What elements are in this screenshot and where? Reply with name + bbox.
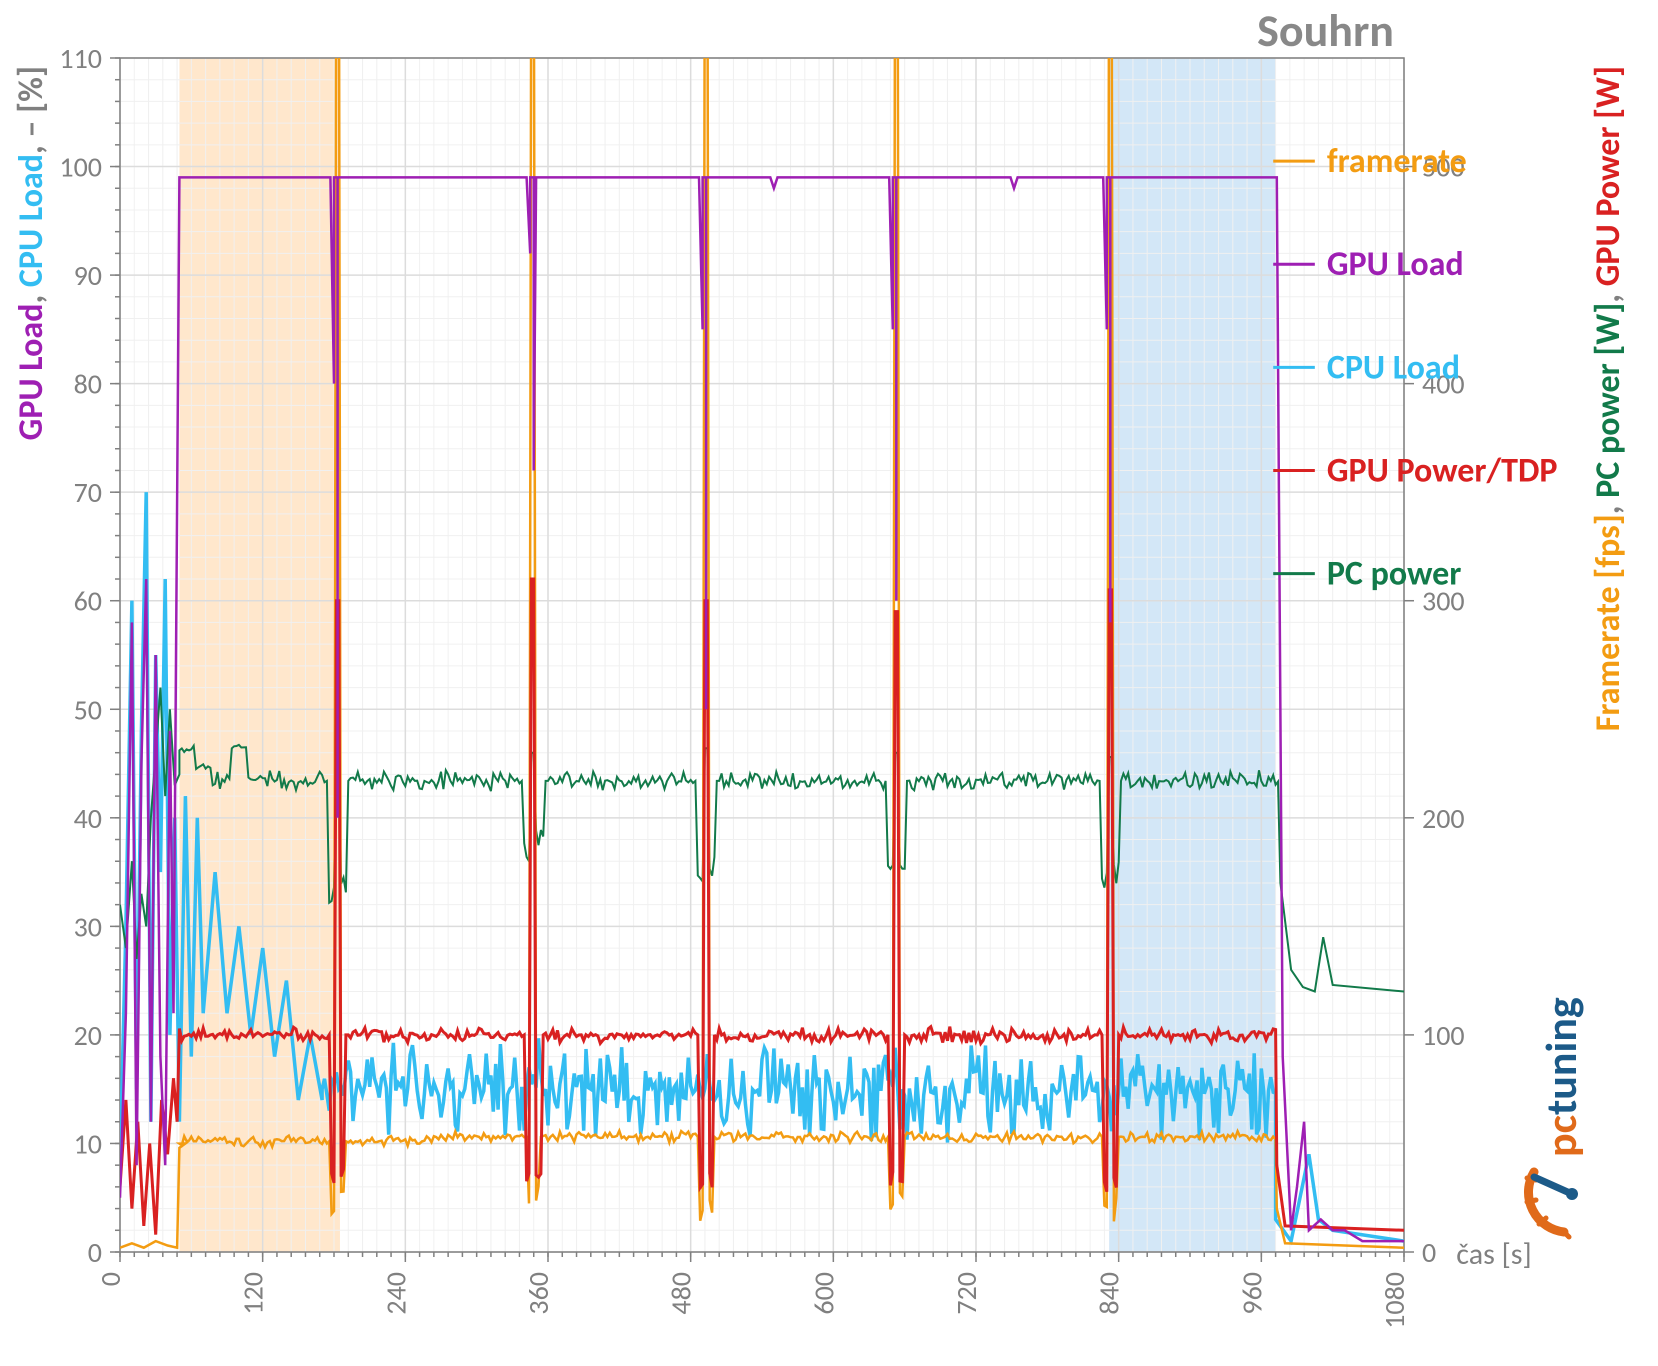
x-tick: 480 bbox=[664, 1272, 699, 1315]
y-left-tick: 0 bbox=[88, 1235, 102, 1270]
x-tick: 360 bbox=[521, 1272, 556, 1315]
y-right-tick: 0 bbox=[1422, 1235, 1436, 1270]
y-left-tick: 80 bbox=[74, 367, 102, 402]
y-left-tick: 70 bbox=[74, 475, 102, 510]
y-left-tick: 100 bbox=[59, 150, 102, 185]
x-tick: 720 bbox=[949, 1272, 984, 1315]
y-left-tick: 50 bbox=[74, 692, 102, 727]
y-left-tick: 30 bbox=[74, 909, 102, 944]
legend-label: framerate bbox=[1327, 141, 1467, 182]
x-tick: 240 bbox=[378, 1272, 413, 1315]
y-left-tick: 90 bbox=[74, 258, 102, 293]
chart-svg: 0102030405060708090100110010020030040050… bbox=[0, 0, 1658, 1361]
legend-label: PC power bbox=[1327, 554, 1462, 595]
y-right-axis-label: Framerate [fps], PC power [W], GPU Power… bbox=[1588, 66, 1629, 731]
chart-root: 0102030405060708090100110010020030040050… bbox=[0, 0, 1658, 1361]
x-tick: 960 bbox=[1234, 1272, 1269, 1315]
chart-title: Souhrn bbox=[1257, 3, 1394, 59]
legend-label: GPU Load bbox=[1327, 244, 1464, 285]
x-tick: 840 bbox=[1092, 1272, 1127, 1315]
x-tick: 120 bbox=[236, 1272, 271, 1315]
y-left-axis-label: GPU Load, CPU Load, – [%] bbox=[11, 66, 52, 440]
logo-text: pctuning bbox=[1534, 997, 1588, 1157]
y-left-tick: 20 bbox=[74, 1018, 102, 1053]
legend-label: GPU Power/TDP bbox=[1327, 450, 1558, 491]
legend-label: CPU Load bbox=[1327, 347, 1460, 388]
x-tick: 0 bbox=[93, 1272, 128, 1286]
y-left-tick: 10 bbox=[74, 1126, 102, 1161]
y-right-tick: 100 bbox=[1422, 1018, 1465, 1053]
x-tick: 1080 bbox=[1377, 1272, 1412, 1329]
y-left-tick: 60 bbox=[74, 584, 102, 619]
x-axis-label: čas [s] bbox=[1456, 1236, 1531, 1273]
y-right-tick: 200 bbox=[1422, 801, 1465, 836]
x-tick: 600 bbox=[806, 1272, 841, 1315]
y-left-tick: 40 bbox=[74, 801, 102, 836]
y-left-tick: 110 bbox=[59, 41, 102, 76]
